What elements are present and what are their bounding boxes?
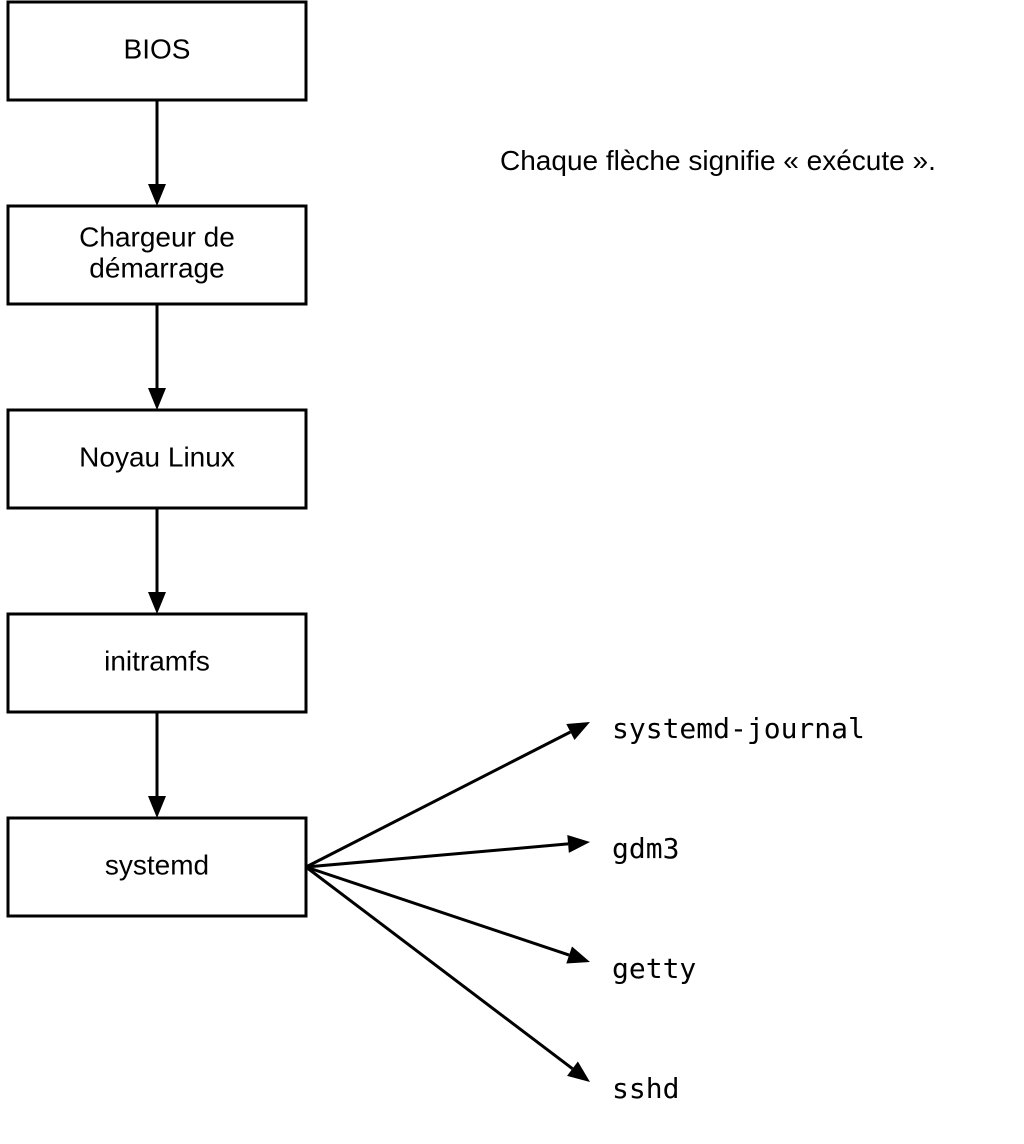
node-label-initramfs: initramfs — [104, 645, 210, 676]
arrowhead-icon — [148, 796, 166, 818]
node-label-bios: BIOS — [124, 33, 191, 64]
arrowhead-icon — [566, 946, 590, 963]
arrowhead-icon — [148, 388, 166, 410]
node-label-kernel: Noyau Linux — [79, 441, 235, 472]
arrowhead-icon — [567, 835, 590, 853]
edge-systemd-getty — [306, 867, 569, 955]
leaf-label-gdm3: gdm3 — [612, 832, 679, 865]
node-label-bootldr: Chargeur dedémarrage — [79, 222, 235, 284]
leaf-label-journal: systemd-journal — [612, 712, 865, 745]
node-label-systemd: systemd — [105, 849, 209, 880]
leaf-label-getty: getty — [612, 952, 696, 985]
arrowhead-icon — [567, 1062, 590, 1082]
arrowhead-icon — [148, 592, 166, 614]
leaf-label-sshd: sshd — [612, 1072, 679, 1105]
caption: Chaque flèche signifie « exécute ». — [500, 145, 936, 176]
boot-flowchart: BIOS Chargeur dedémarrage Noyau Linux initr… — [0, 0, 1024, 1144]
arrowhead-icon — [148, 184, 166, 206]
edge-systemd-sshd — [306, 867, 572, 1069]
